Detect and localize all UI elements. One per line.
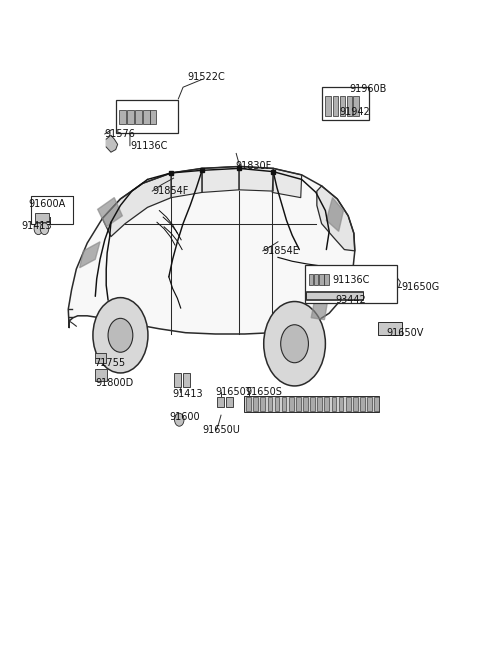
FancyBboxPatch shape [305, 265, 396, 303]
Polygon shape [106, 136, 118, 152]
Text: 91413: 91413 [173, 389, 203, 399]
Circle shape [108, 318, 133, 352]
Text: 91650S: 91650S [246, 388, 283, 398]
Bar [296, 397, 301, 411]
Bar [143, 110, 150, 124]
Bar [119, 110, 126, 124]
Text: 91942: 91942 [340, 107, 371, 117]
Bar [317, 397, 322, 411]
Polygon shape [272, 168, 301, 198]
Bar [35, 213, 49, 222]
Bar [246, 397, 251, 411]
Bar [310, 397, 315, 411]
Text: 91136C: 91136C [130, 141, 168, 151]
Text: 91413: 91413 [22, 221, 52, 231]
Bar [282, 397, 287, 411]
Bar [333, 96, 338, 116]
Text: 91600: 91600 [170, 412, 201, 422]
Bar [96, 369, 107, 381]
Text: 91522C: 91522C [188, 73, 226, 83]
Circle shape [264, 301, 325, 386]
Bar [353, 397, 358, 411]
Bar [267, 397, 272, 411]
Polygon shape [311, 298, 328, 320]
Polygon shape [80, 242, 100, 268]
Bar [226, 397, 233, 407]
FancyBboxPatch shape [322, 87, 369, 120]
Bar [367, 397, 372, 411]
Bar [127, 110, 134, 124]
Circle shape [34, 223, 43, 234]
Bar [96, 354, 106, 363]
Bar [217, 397, 224, 407]
Polygon shape [326, 198, 343, 231]
Bar [174, 373, 180, 387]
Bar [325, 96, 331, 116]
Circle shape [281, 325, 309, 363]
Bar [289, 397, 294, 411]
Text: 91800D: 91800D [96, 378, 133, 388]
Bar [332, 397, 336, 411]
Bar [378, 322, 402, 335]
Text: 91650T: 91650T [216, 388, 252, 398]
Bar [319, 274, 324, 286]
Circle shape [175, 413, 184, 426]
Bar [275, 397, 279, 411]
Text: 93442: 93442 [335, 295, 366, 305]
Bar [314, 274, 318, 286]
Text: 91854F: 91854F [152, 186, 189, 196]
Bar [374, 397, 379, 411]
Text: 71755: 71755 [94, 358, 125, 368]
Bar [135, 110, 142, 124]
Polygon shape [239, 166, 273, 191]
Text: 91650U: 91650U [202, 425, 240, 435]
Text: 91136C: 91136C [333, 275, 370, 285]
Circle shape [40, 223, 49, 234]
Bar [347, 96, 352, 116]
Text: 91830F: 91830F [235, 161, 272, 172]
Bar [306, 292, 363, 299]
Polygon shape [97, 198, 122, 227]
Bar [183, 373, 190, 387]
Bar [309, 274, 313, 286]
Polygon shape [202, 166, 239, 193]
Bar [353, 96, 359, 116]
Bar [303, 397, 308, 411]
Text: 91576: 91576 [105, 129, 136, 139]
Bar [324, 397, 329, 411]
Polygon shape [68, 166, 355, 334]
Bar [306, 291, 363, 300]
Polygon shape [317, 186, 355, 251]
Bar [150, 110, 156, 124]
Bar [339, 397, 343, 411]
FancyBboxPatch shape [116, 100, 179, 133]
Polygon shape [102, 173, 171, 236]
Text: 91854E: 91854E [263, 246, 300, 256]
Bar [244, 396, 379, 412]
Bar [324, 274, 329, 286]
Bar [340, 96, 345, 116]
Circle shape [93, 297, 148, 373]
Polygon shape [171, 168, 202, 198]
Bar [253, 397, 258, 411]
Text: 91650G: 91650G [401, 282, 440, 291]
Text: 91960B: 91960B [349, 83, 386, 94]
Text: 91600A: 91600A [29, 199, 66, 209]
Text: 91650V: 91650V [386, 328, 423, 338]
Bar [261, 397, 265, 411]
Bar [360, 397, 365, 411]
Bar [346, 397, 350, 411]
